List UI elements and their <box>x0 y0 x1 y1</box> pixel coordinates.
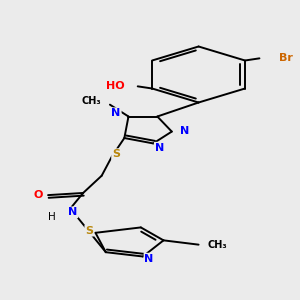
Text: S: S <box>112 149 120 159</box>
Text: N: N <box>68 207 77 217</box>
Text: N: N <box>145 254 154 264</box>
Text: O: O <box>33 190 42 200</box>
Text: S: S <box>85 226 93 236</box>
Text: Br: Br <box>279 53 293 63</box>
Text: CH₃: CH₃ <box>82 96 101 106</box>
Text: HO: HO <box>106 81 124 91</box>
Text: H: H <box>48 212 56 222</box>
Text: N: N <box>155 143 164 153</box>
Text: N: N <box>112 108 121 118</box>
Text: N: N <box>179 125 189 136</box>
Text: CH₃: CH₃ <box>207 240 227 250</box>
